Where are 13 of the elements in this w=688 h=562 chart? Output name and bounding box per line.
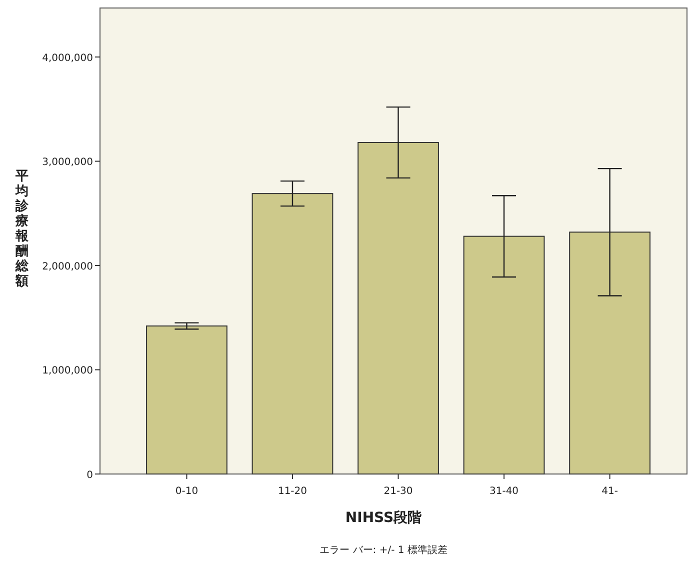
y-axis-title: 平均診療報酬総額 (14, 169, 30, 289)
y-tick-label: 2,000,000 (42, 262, 93, 272)
text: エラー バー: +/- 1 標準誤差 (320, 544, 448, 556)
x-tick-label: 11-20 (278, 486, 308, 497)
y-tick-label: 1,000,000 (42, 366, 93, 377)
y-tick-label: 3,000,000 (42, 157, 93, 168)
x-tick-label: 21-30 (384, 486, 413, 497)
y-tick-label: 0 (86, 470, 93, 481)
x-tick-label: 0-10 (175, 486, 198, 497)
x-tick-label: 31-40 (489, 486, 519, 497)
x-tick-label: 41- (602, 486, 618, 497)
x-axis-title: NIHSS段階 (345, 510, 423, 526)
y-tick-label: 4,000,000 (42, 53, 93, 64)
